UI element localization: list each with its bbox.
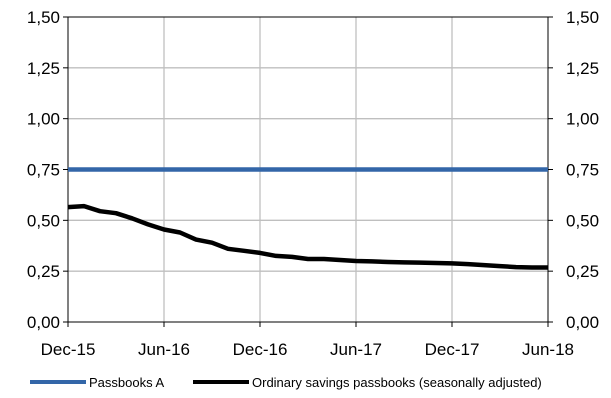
left-y-tick-label: 0,25 — [27, 262, 60, 281]
left-y-tick-label: 1,50 — [27, 8, 60, 27]
left-y-tick-label: 0,50 — [27, 211, 60, 230]
right-y-tick-label: 1,25 — [566, 59, 599, 78]
x-tick-label: Jun-16 — [138, 340, 190, 359]
left-y-tick-label: 0,75 — [27, 161, 60, 180]
x-tick-label: Jun-18 — [522, 340, 574, 359]
legend: Passbooks A Ordinary savings passbooks (… — [30, 375, 542, 390]
x-tick-label: Dec-15 — [41, 340, 96, 359]
right-y-tick-label: 0,25 — [566, 262, 599, 281]
x-axis: Dec-15 Jun-16 Dec-16 Jun-17 Dec-17 Jun-18 — [41, 322, 574, 359]
right-y-tick-label: 0,00 — [566, 313, 599, 332]
left-y-axis: 0,00 0,25 0,50 0,75 1,00 1,25 1,50 — [27, 8, 68, 332]
right-y-axis: 0,00 0,25 0,50 0,75 1,00 1,25 1,50 — [548, 8, 599, 332]
x-tick-label: Dec-16 — [233, 340, 288, 359]
series-line-ordinary-savings-passbooks — [67, 203, 548, 270]
right-y-tick-label: 1,50 — [566, 8, 599, 27]
legend-label-ordinary-savings-passbooks: Ordinary savings passbooks (seasonally a… — [252, 375, 542, 390]
left-y-tick-label: 1,25 — [27, 59, 60, 78]
left-y-tick-label: 0,00 — [27, 313, 60, 332]
x-tick-label: Jun-17 — [330, 340, 382, 359]
x-tick-label: Dec-17 — [425, 340, 480, 359]
series-layer — [67, 167, 548, 270]
right-y-tick-label: 0,50 — [566, 211, 599, 230]
legend-label-passbooks-a: Passbooks A — [89, 375, 164, 390]
left-y-tick-label: 1,00 — [27, 110, 60, 129]
right-y-tick-label: 1,00 — [566, 110, 599, 129]
right-y-tick-label: 0,75 — [566, 161, 599, 180]
